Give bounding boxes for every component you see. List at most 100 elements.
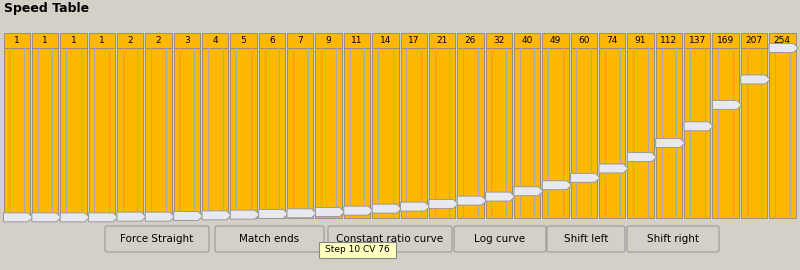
Text: 49: 49 xyxy=(550,36,561,45)
Polygon shape xyxy=(684,122,714,131)
FancyBboxPatch shape xyxy=(627,226,719,252)
FancyBboxPatch shape xyxy=(458,33,483,48)
Text: 2: 2 xyxy=(127,36,133,45)
FancyBboxPatch shape xyxy=(60,48,86,218)
FancyBboxPatch shape xyxy=(319,242,396,258)
Text: Shift left: Shift left xyxy=(564,234,608,244)
Polygon shape xyxy=(287,209,317,218)
FancyBboxPatch shape xyxy=(202,33,228,48)
Polygon shape xyxy=(429,200,458,208)
FancyBboxPatch shape xyxy=(32,33,58,48)
FancyBboxPatch shape xyxy=(627,33,654,48)
FancyBboxPatch shape xyxy=(174,48,200,218)
FancyBboxPatch shape xyxy=(230,33,257,48)
Text: Force Straight: Force Straight xyxy=(120,234,194,244)
FancyBboxPatch shape xyxy=(3,33,30,48)
Polygon shape xyxy=(32,213,62,222)
FancyBboxPatch shape xyxy=(713,33,738,48)
FancyBboxPatch shape xyxy=(3,48,30,218)
FancyBboxPatch shape xyxy=(372,48,398,218)
Polygon shape xyxy=(174,211,203,221)
Polygon shape xyxy=(258,210,288,218)
Text: 207: 207 xyxy=(746,36,762,45)
FancyBboxPatch shape xyxy=(287,33,314,48)
FancyBboxPatch shape xyxy=(741,33,767,48)
Text: Log curve: Log curve xyxy=(474,234,526,244)
FancyBboxPatch shape xyxy=(105,226,209,252)
Polygon shape xyxy=(344,206,373,215)
Text: 91: 91 xyxy=(634,36,646,45)
FancyBboxPatch shape xyxy=(372,33,398,48)
FancyBboxPatch shape xyxy=(215,226,324,252)
FancyBboxPatch shape xyxy=(599,33,626,48)
Polygon shape xyxy=(486,192,515,201)
FancyBboxPatch shape xyxy=(117,33,143,48)
FancyBboxPatch shape xyxy=(713,48,738,218)
Text: 112: 112 xyxy=(660,36,678,45)
Text: 32: 32 xyxy=(493,36,505,45)
Text: 1: 1 xyxy=(14,36,19,45)
Text: Step 10 CV 76: Step 10 CV 76 xyxy=(325,245,390,255)
FancyBboxPatch shape xyxy=(656,33,682,48)
Text: 1: 1 xyxy=(99,36,105,45)
FancyBboxPatch shape xyxy=(486,33,512,48)
FancyBboxPatch shape xyxy=(230,48,257,218)
Text: 3: 3 xyxy=(184,36,190,45)
Polygon shape xyxy=(458,196,486,205)
FancyBboxPatch shape xyxy=(570,33,597,48)
FancyBboxPatch shape xyxy=(401,33,427,48)
Text: 7: 7 xyxy=(298,36,303,45)
FancyBboxPatch shape xyxy=(344,33,370,48)
Text: 40: 40 xyxy=(522,36,533,45)
Polygon shape xyxy=(315,207,345,217)
FancyBboxPatch shape xyxy=(458,48,483,218)
FancyBboxPatch shape xyxy=(60,33,86,48)
Text: Speed Table: Speed Table xyxy=(4,2,89,15)
Text: 169: 169 xyxy=(717,36,734,45)
Polygon shape xyxy=(60,213,90,222)
Polygon shape xyxy=(401,202,430,211)
Polygon shape xyxy=(3,213,33,222)
FancyBboxPatch shape xyxy=(656,48,682,218)
Text: 6: 6 xyxy=(269,36,274,45)
Polygon shape xyxy=(713,100,742,109)
FancyBboxPatch shape xyxy=(429,48,455,218)
Text: 26: 26 xyxy=(465,36,476,45)
FancyBboxPatch shape xyxy=(117,48,143,218)
Text: 17: 17 xyxy=(408,36,419,45)
Polygon shape xyxy=(146,212,174,221)
FancyBboxPatch shape xyxy=(599,48,626,218)
Polygon shape xyxy=(514,187,543,196)
Text: 5: 5 xyxy=(241,36,246,45)
FancyBboxPatch shape xyxy=(769,48,795,218)
Polygon shape xyxy=(230,210,260,219)
Text: 9: 9 xyxy=(326,36,331,45)
Text: 14: 14 xyxy=(380,36,391,45)
FancyBboxPatch shape xyxy=(454,226,546,252)
Text: 1: 1 xyxy=(70,36,76,45)
FancyBboxPatch shape xyxy=(328,226,452,252)
Polygon shape xyxy=(741,75,770,84)
Text: Match ends: Match ends xyxy=(239,234,299,244)
FancyBboxPatch shape xyxy=(429,33,455,48)
FancyBboxPatch shape xyxy=(514,48,540,218)
FancyBboxPatch shape xyxy=(89,33,115,48)
FancyBboxPatch shape xyxy=(174,33,200,48)
Text: 4: 4 xyxy=(212,36,218,45)
FancyBboxPatch shape xyxy=(542,48,569,218)
Polygon shape xyxy=(656,139,685,147)
Polygon shape xyxy=(599,164,628,173)
FancyBboxPatch shape xyxy=(769,33,795,48)
FancyBboxPatch shape xyxy=(287,48,314,218)
FancyBboxPatch shape xyxy=(89,48,115,218)
FancyBboxPatch shape xyxy=(315,48,342,218)
FancyBboxPatch shape xyxy=(486,48,512,218)
Text: Shift right: Shift right xyxy=(647,234,699,244)
Text: 11: 11 xyxy=(351,36,362,45)
FancyBboxPatch shape xyxy=(627,48,654,218)
Polygon shape xyxy=(627,153,657,161)
FancyBboxPatch shape xyxy=(258,48,285,218)
Text: Constant ratio curve: Constant ratio curve xyxy=(337,234,443,244)
Polygon shape xyxy=(570,173,600,182)
FancyBboxPatch shape xyxy=(684,33,710,48)
